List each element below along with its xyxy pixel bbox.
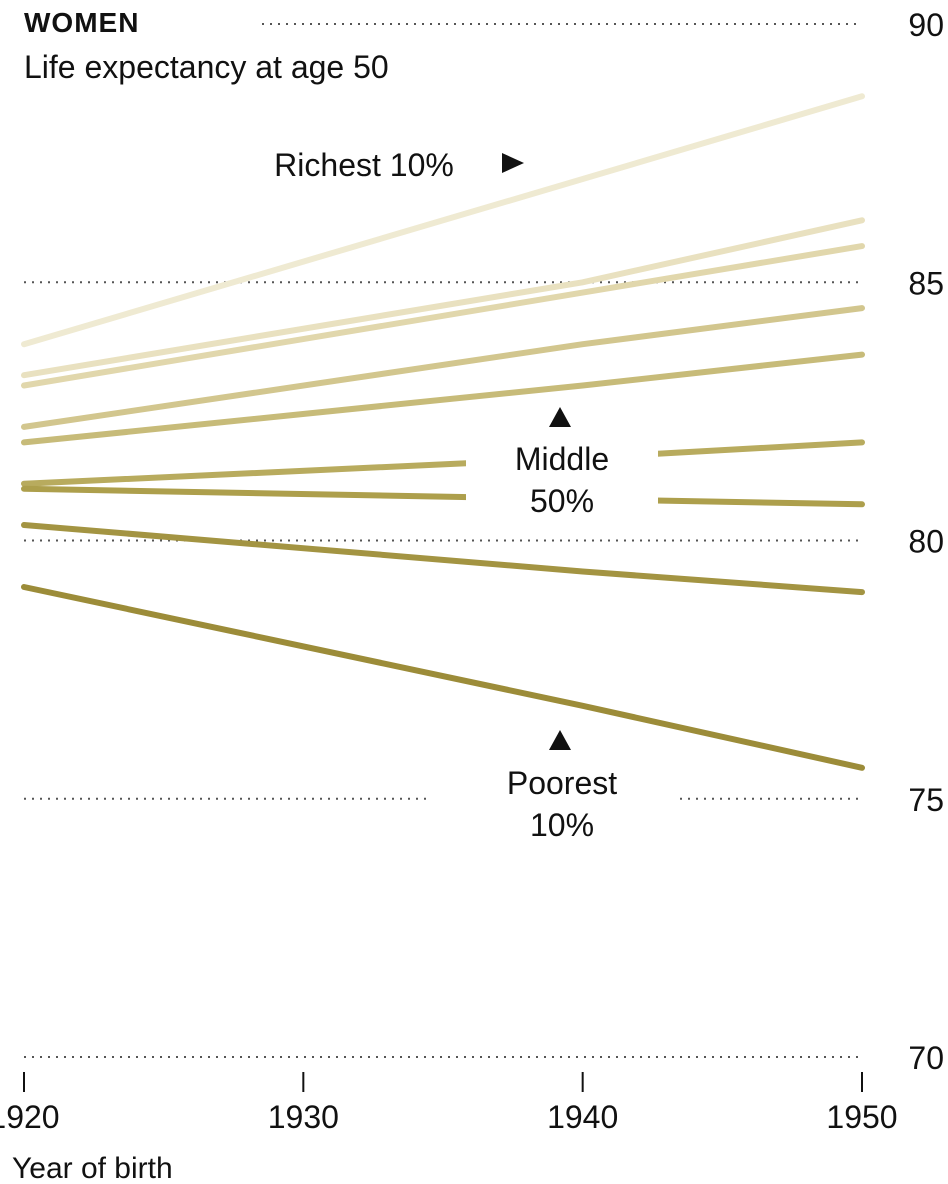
y-tick-labels: 90 85 80 75 70 xyxy=(908,7,944,1076)
x-axis-ticks: 1920 1930 1940 1950 xyxy=(0,1072,898,1135)
y-tick-label: 70 xyxy=(908,1040,944,1076)
series-line-7 xyxy=(21,485,865,508)
series-line-9 xyxy=(21,584,865,771)
y-tick-label: 85 xyxy=(908,265,944,301)
arrow-up-icon xyxy=(549,730,571,750)
y-tick-label: 90 xyxy=(908,7,944,43)
annotation-middle: Middle 50% xyxy=(515,407,609,519)
series-line-6 xyxy=(21,439,865,487)
series-line-5 xyxy=(21,351,865,446)
annotation-poorest-line2: 10% xyxy=(530,807,594,843)
label-knockouts xyxy=(430,436,680,846)
y-tick-label: 75 xyxy=(908,782,944,818)
annotation-richest: Richest 10% xyxy=(274,147,524,183)
series-lines xyxy=(21,93,865,771)
arrow-up-icon xyxy=(549,407,571,427)
series-line-3 xyxy=(21,243,865,389)
series-line-8 xyxy=(21,522,865,596)
annotation-richest-label: Richest 10% xyxy=(274,147,454,183)
poorest-label-knockout xyxy=(430,760,680,846)
annotation-middle-line2: 50% xyxy=(530,483,594,519)
x-tick-label: 1930 xyxy=(268,1099,339,1135)
middle-label-knockout xyxy=(466,436,658,522)
x-tick-label: 1920 xyxy=(0,1099,60,1135)
arrow-right-icon xyxy=(502,153,524,173)
chart-title: WOMEN xyxy=(24,7,139,38)
annotation-poorest-line1: Poorest xyxy=(507,765,617,801)
annotation-middle-line1: Middle xyxy=(515,441,609,477)
x-tick-label: 1950 xyxy=(826,1099,897,1135)
x-tick-label: 1940 xyxy=(547,1099,618,1135)
series-line-4 xyxy=(21,305,865,430)
series-line-2 xyxy=(21,217,865,379)
y-tick-label: 80 xyxy=(908,524,944,560)
x-axis-label: Year of birth xyxy=(12,1152,173,1184)
series-line-1 xyxy=(21,93,865,348)
annotation-poorest: Poorest 10% xyxy=(507,730,617,843)
chart-subtitle: Life expectancy at age 50 xyxy=(24,49,389,85)
